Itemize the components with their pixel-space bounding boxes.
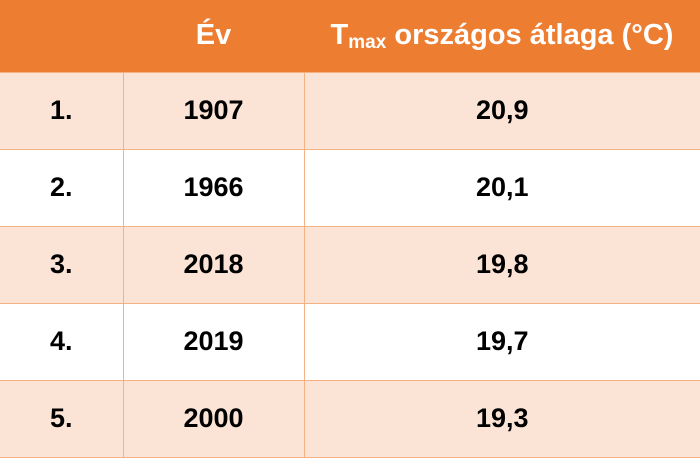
header-year: Év [123,0,304,72]
header-row: Év Tmax országos átlaga (°C) [0,0,700,72]
year-cell: 2018 [122,225,304,303]
table-row: 1. 1907 20,9 [0,71,700,149]
rank-cell: 2. [0,148,123,226]
header-tmax-subscript: max [348,32,387,54]
table-body: 1. 1907 20,9 2. 1966 20,1 3. 2018 19,8 4… [0,71,700,458]
table-row: 3. 2018 19,8 [0,225,700,303]
rank-cell: 4. [0,302,123,380]
rank-cell: 5. [0,379,123,458]
year-cell: 2000 [122,379,304,458]
year-cell: 2019 [122,302,304,380]
tmax-cell: 20,9 [303,71,700,149]
header-tmax: Tmax országos átlaga (°C) [304,0,700,72]
rank-cell: 3. [0,225,123,303]
header-rank [0,0,123,72]
year-cell: 1966 [122,148,304,226]
tmax-cell: 19,7 [303,302,700,380]
header-tmax-symbol: T [330,19,349,52]
year-cell: 1907 [122,71,304,149]
table-row: 2. 1966 20,1 [0,148,700,226]
rank-cell: 1. [0,71,123,149]
header-tmax-label: országos átlaga (°C) [386,19,674,52]
tmax-cell: 20,1 [303,148,700,226]
tmax-cell: 19,8 [303,225,700,303]
table-row: 5. 2000 19,3 [0,379,700,458]
table-header: Év Tmax országos átlaga (°C) [0,0,700,72]
table-row: 4. 2019 19,7 [0,302,700,380]
tmax-cell: 19,3 [303,379,700,458]
